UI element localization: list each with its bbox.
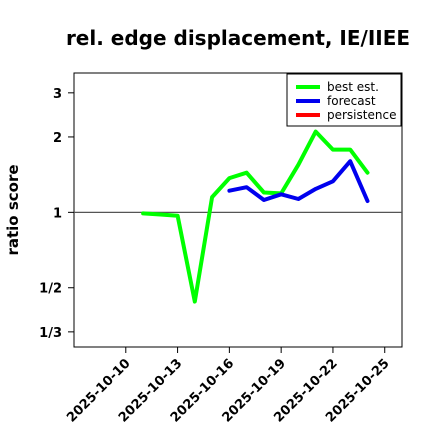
legend-label: forecast bbox=[327, 94, 376, 108]
series-line-forecast bbox=[227, 159, 370, 203]
y-axis-label: ratio score bbox=[4, 164, 22, 255]
y-tick-label: 1 bbox=[53, 206, 62, 221]
y-tick-label: 1/2 bbox=[39, 282, 62, 297]
y-tick-label: 3 bbox=[53, 87, 62, 102]
series-line-best-est bbox=[141, 129, 370, 304]
legend-label: persistence bbox=[327, 108, 396, 122]
y-tick-label: 2 bbox=[53, 131, 62, 146]
plot-frame bbox=[73, 72, 403, 348]
y-tick-label: 1/3 bbox=[39, 326, 62, 341]
legend-label: best est. bbox=[327, 80, 379, 94]
chart-title: rel. edge displacement, IE/IIEE bbox=[66, 26, 410, 50]
